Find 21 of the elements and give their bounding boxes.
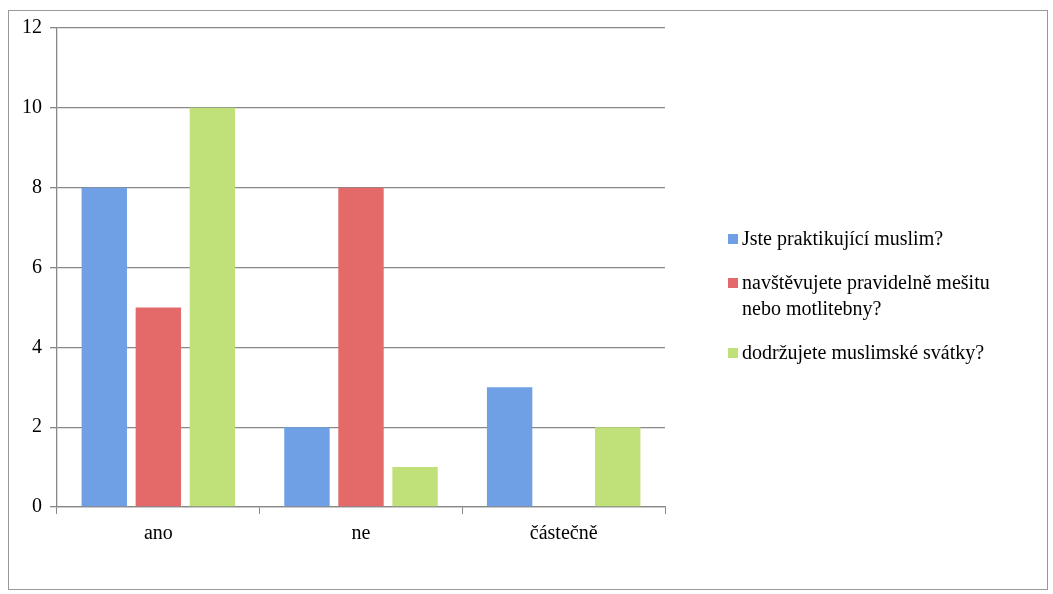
y-tick-label: 4 [32, 334, 42, 357]
legend-label: dodržujete muslimské svátky? [742, 340, 985, 365]
bar [338, 187, 384, 507]
legend-label: navštěvujete pravidelně mešitu nebo motlitebny? [742, 270, 991, 321]
x-tick-label: ne [351, 521, 371, 544]
y-tick-label: 10 [22, 95, 42, 118]
bar [135, 307, 182, 507]
y-tick-label: 8 [32, 174, 42, 197]
bar [81, 187, 127, 507]
bar [284, 427, 330, 507]
legend-label: Jste praktikující muslim? [742, 226, 944, 251]
bar [189, 107, 236, 507]
y-tick-label: 0 [32, 494, 42, 517]
x-tick-label: částečně [529, 521, 598, 544]
y-tick-label: 12 [22, 15, 42, 38]
x-tick-label: ano [143, 521, 173, 544]
bar [486, 387, 533, 507]
bar [595, 427, 641, 507]
bar [392, 467, 438, 507]
y-tick-label: 2 [32, 414, 42, 437]
y-tick-label: 6 [32, 254, 42, 277]
